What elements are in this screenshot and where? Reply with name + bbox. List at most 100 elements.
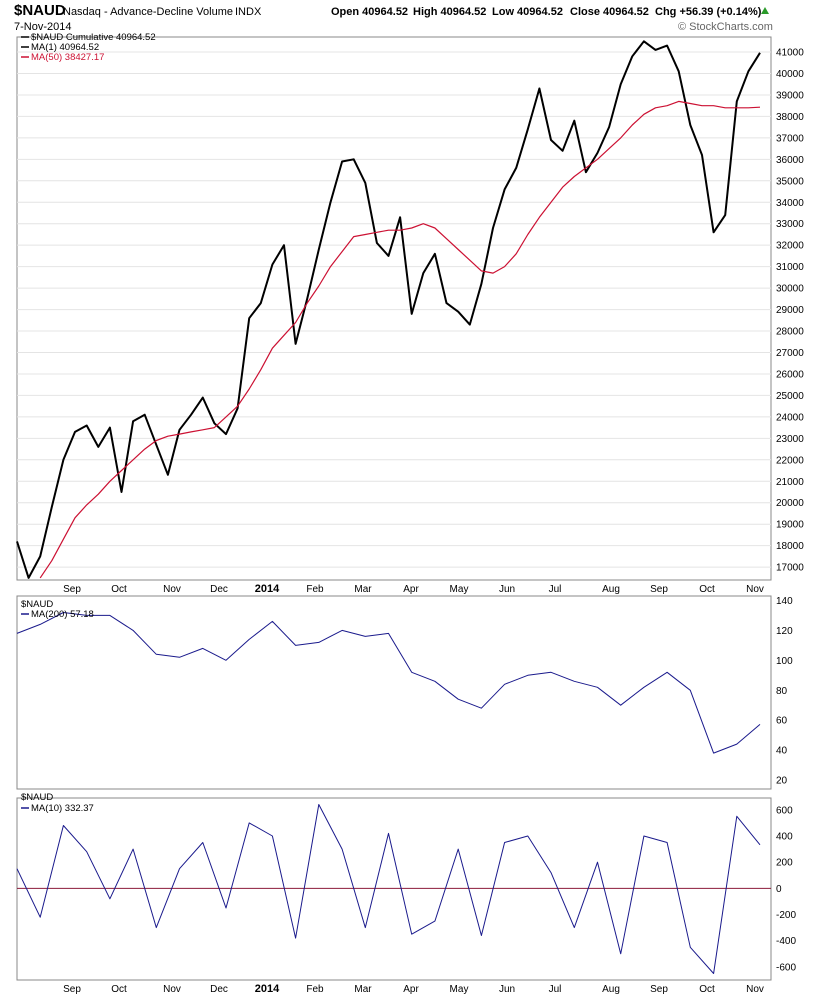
y-tick-label-34000: 34000 — [776, 198, 804, 209]
series-line-ma-10- — [16, 804, 761, 974]
x-tick-label-14: Nov — [746, 984, 764, 995]
chart-name: Nasdaq - Advance-Decline Volume — [63, 6, 233, 18]
y-tick-label-200: 200 — [776, 858, 793, 869]
y-tick-label-27000: 27000 — [776, 348, 804, 359]
price-y-axis: 17000 18000 19000 20000 21000 22000 23000 24000… — [776, 48, 804, 574]
y-tick-label-20: 20 — [776, 776, 788, 787]
open-label: Open 40964.52 — [331, 6, 408, 18]
y-tick-label-22000: 22000 — [776, 455, 804, 466]
y-tick-label-18000: 18000 — [776, 541, 804, 552]
y-tick-label-37000: 37000 — [776, 133, 804, 144]
y-tick-label-0: 0 — [776, 884, 782, 895]
breadth-series-group — [16, 612, 761, 754]
series-line-ma-50- — [39, 100, 761, 579]
price-series-group — [16, 40, 761, 579]
y-tick-label-28000: 28000 — [776, 327, 804, 338]
oscillator-series-group — [16, 804, 761, 974]
x-tick-label-4: 2014 — [255, 983, 280, 995]
legend-oscillator-symbol: $NAUD — [21, 792, 53, 803]
x-tick-label-1: Oct — [111, 584, 127, 595]
x-tick-label-14: Nov — [746, 584, 764, 595]
x-tick-label-6: Mar — [354, 584, 372, 595]
y-tick-label-30000: 30000 — [776, 284, 804, 295]
legend-ma200: MA(200) 57.18 — [31, 609, 94, 620]
x-tick-label-6: Mar — [354, 984, 372, 995]
y-tick-label-600: 600 — [776, 805, 793, 816]
close-label: Close 40964.52 — [570, 6, 649, 18]
y-tick-label-140: 140 — [776, 596, 793, 607]
x-tick-label-9: Jun — [499, 984, 515, 995]
y-tick-label-23000: 23000 — [776, 434, 804, 445]
y-tick-label-31000: 31000 — [776, 262, 804, 273]
x-tick-label-0: Sep — [63, 584, 81, 595]
x-tick-label-0: Sep — [63, 984, 81, 995]
x-tick-label-5: Feb — [306, 984, 324, 995]
x-tick-label-7: Apr — [403, 984, 419, 995]
x-tick-label-1: Oct — [111, 984, 127, 995]
y-tick-label-24000: 24000 — [776, 412, 804, 423]
y-tick-label-35000: 35000 — [776, 176, 804, 187]
y-tick-label-20000: 20000 — [776, 498, 804, 509]
change-label: Chg +56.39 (+0.14%) — [655, 6, 762, 18]
y-tick-label-36000: 36000 — [776, 155, 804, 166]
y-tick-label-29000: 29000 — [776, 305, 804, 316]
y-tick-label-41000: 41000 — [776, 48, 804, 59]
y-tick-label-25000: 25000 — [776, 391, 804, 402]
low-label: Low 40964.52 — [492, 6, 563, 18]
x-tick-label-11: Aug — [602, 584, 620, 595]
x-tick-label-9: Jun — [499, 584, 515, 595]
oscillator-panel-frame — [16, 797, 772, 981]
breadth-panel-frame — [16, 595, 772, 790]
x-tick-label-10: Jul — [549, 584, 562, 595]
oscillator-legend: $NAUD MA(10) 332.37 — [21, 792, 94, 814]
x-tick-label-12: Sep — [650, 984, 668, 995]
y-tick-label--400: -400 — [776, 936, 796, 947]
y-tick-label-80: 80 — [776, 686, 788, 697]
y-tick-label-19000: 19000 — [776, 520, 804, 531]
legend-ma50: MA(50) 38427.17 — [31, 52, 104, 63]
legend-ma10: MA(10) 332.37 — [31, 803, 94, 814]
y-tick-label-100: 100 — [776, 656, 793, 667]
x-tick-label-12: Sep — [650, 584, 668, 595]
exchange-label: INDX — [235, 6, 262, 18]
y-tick-label--200: -200 — [776, 910, 796, 921]
price-legend: $NAUD Cumulative 40964.52 MA(1) 40964.52… — [21, 32, 156, 63]
x-tick-label-8: May — [450, 984, 469, 995]
series-line-ma-200- — [16, 612, 761, 754]
x-tick-label-8: May — [450, 584, 469, 595]
legend-ma1: MA(1) 40964.52 — [31, 42, 99, 53]
x-tick-label-13: Oct — [699, 584, 715, 595]
legend-breadth-symbol: $NAUD — [21, 599, 53, 610]
breadth-y-axis: 20 40 60 80 100 120 140 — [776, 596, 793, 787]
x-tick-label-7: Apr — [403, 584, 419, 595]
x-tick-label-3: Dec — [210, 584, 228, 595]
x-tick-label-13: Oct — [699, 984, 715, 995]
y-tick-label-26000: 26000 — [776, 369, 804, 380]
y-tick-label-38000: 38000 — [776, 112, 804, 123]
y-tick-label--600: -600 — [776, 962, 796, 973]
y-tick-label-40: 40 — [776, 746, 788, 757]
price-panel-frame — [16, 36, 772, 581]
y-tick-label-17000: 17000 — [776, 563, 804, 574]
price-x-axis: Sep Oct Nov Dec 2014 Feb Mar Apr May Jun Jul Aug Sep… — [63, 583, 764, 595]
x-tick-label-10: Jul — [549, 984, 562, 995]
x-tick-label-4: 2014 — [255, 583, 280, 595]
y-tick-label-400: 400 — [776, 831, 793, 842]
y-tick-label-39000: 39000 — [776, 90, 804, 101]
series-line--naud-cumulative — [16, 40, 761, 579]
x-tick-label-3: Dec — [210, 984, 228, 995]
legend-cumulative: $NAUD Cumulative 40964.52 — [31, 32, 156, 43]
up-triangle-icon — [761, 7, 769, 14]
high-label: High 40964.52 — [413, 6, 486, 18]
x-tick-label-5: Feb — [306, 584, 324, 595]
price-gridlines — [17, 51, 771, 568]
breadth-legend: $NAUD MA(200) 57.18 — [21, 599, 94, 620]
symbol-label: $NAUD — [14, 2, 66, 19]
watermark: © StockCharts.com — [678, 21, 773, 33]
date-label: 7-Nov-2014 — [14, 21, 71, 33]
x-tick-label-2: Nov — [163, 984, 181, 995]
y-tick-label-120: 120 — [776, 626, 793, 637]
y-tick-label-32000: 32000 — [776, 241, 804, 252]
y-tick-label-21000: 21000 — [776, 477, 804, 488]
